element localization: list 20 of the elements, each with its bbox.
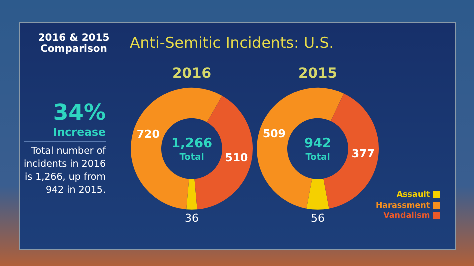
text: 2016 & 2015 Comparison — [37, 33, 111, 55]
legend-label: Assault — [396, 190, 432, 200]
data-label: 510 — [225, 152, 249, 165]
data-label: 720 — [136, 128, 160, 142]
text: 34% — [52, 101, 106, 126]
data-label: 56 — [311, 212, 325, 225]
text: Total — [306, 153, 330, 164]
chart-title: 2015 — [298, 66, 338, 82]
data-label: 377 — [352, 148, 375, 161]
chart-title: 2016 — [172, 66, 212, 82]
text: 942 — [304, 136, 332, 152]
text: Increase — [24, 126, 106, 142]
data-label: 509 — [262, 128, 286, 141]
text: Anti-Semitic Incidents: U.S. — [130, 34, 334, 52]
text: Total number of incidents in 2016 is 1,266, up from 942 in 2015. — [24, 145, 106, 197]
text: Total — [180, 153, 204, 164]
legend-label: Vandalism — [382, 211, 432, 222]
text: 1,266 — [171, 136, 213, 152]
data-label: 36 — [185, 212, 199, 225]
legend-label: Harassment — [376, 200, 432, 211]
